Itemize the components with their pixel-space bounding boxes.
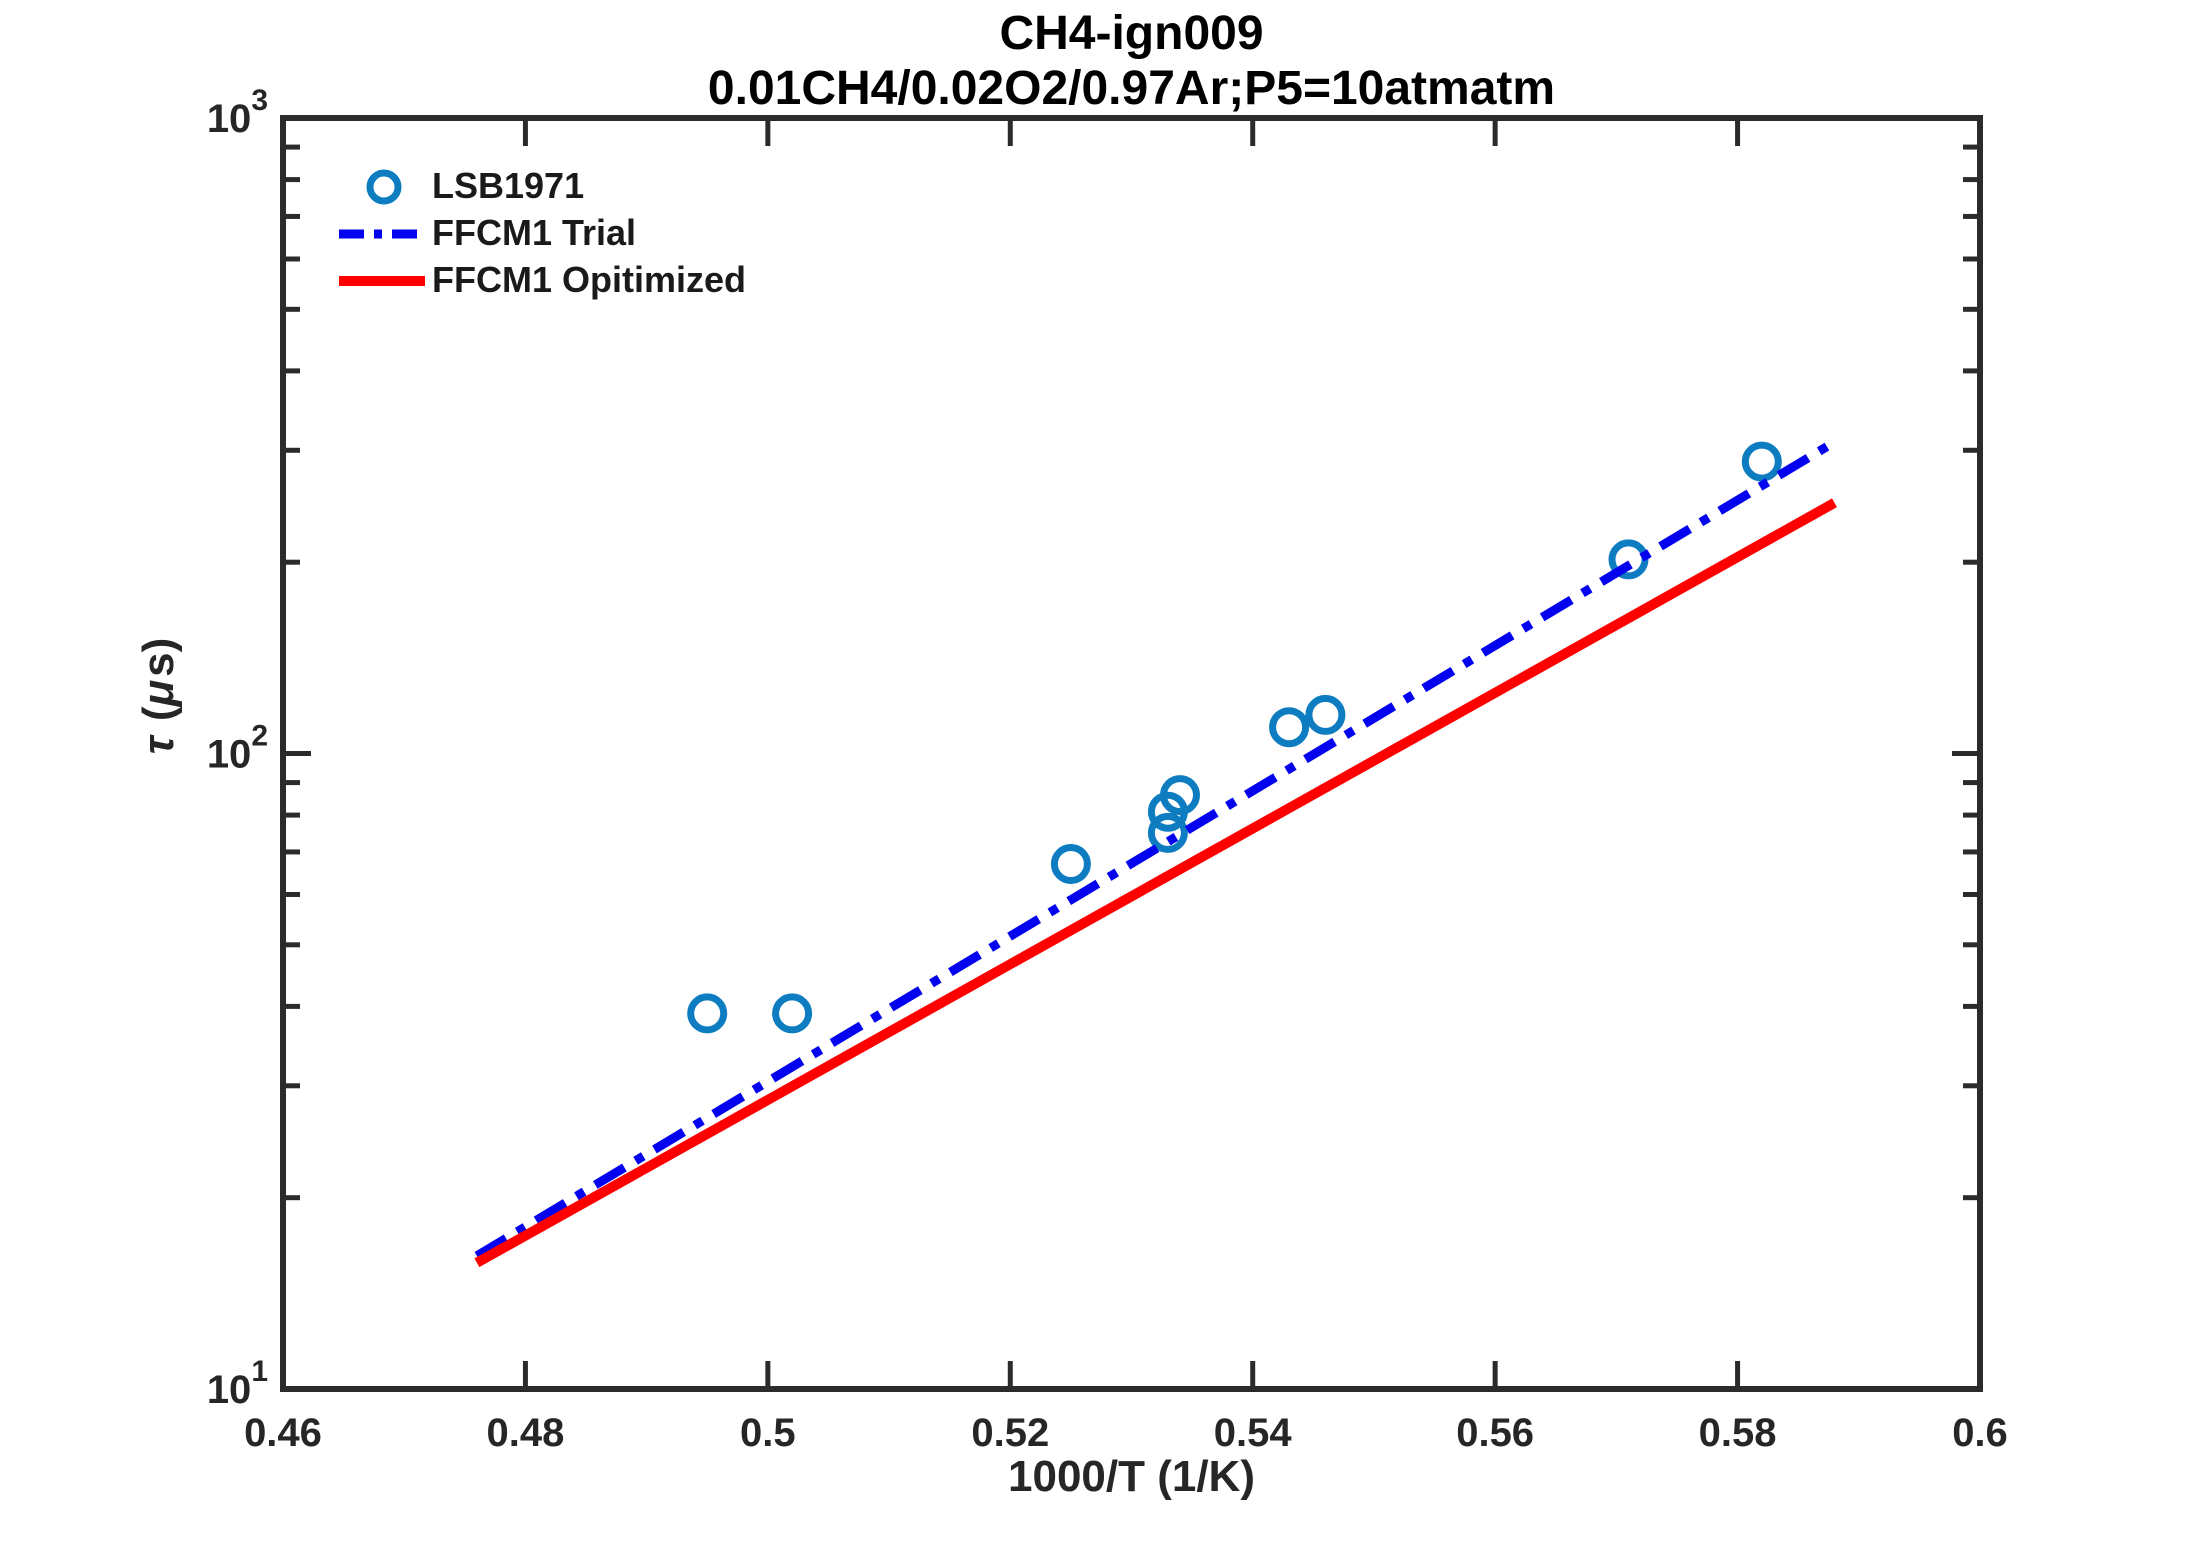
svg-text:0.52: 0.52 [971, 1411, 1049, 1455]
legend-item-ffcm1-opitimized: FFCM1 Opitimized [337, 256, 746, 303]
svg-text:102: 102 [207, 720, 268, 777]
svg-text:0.56: 0.56 [1456, 1411, 1534, 1455]
x-axis-label: 1000/T (1/K) [1008, 1452, 1255, 1501]
legend-label: LSB1971 [432, 164, 585, 206]
legend-label: FFCM1 Opitimized [432, 258, 746, 300]
legend-item-lsb1971: LSB1971 [337, 162, 746, 209]
svg-text:0.46: 0.46 [244, 1411, 322, 1455]
svg-text:103: 103 [207, 84, 268, 141]
svg-text:0.6: 0.6 [1952, 1411, 2008, 1455]
chart-header: CH4-ign009 0.01CH4/0.02O2/0.97Ar;P5=10at… [283, 6, 1980, 116]
svg-text:0.58: 0.58 [1699, 1411, 1777, 1455]
dash-dot-line-icon [337, 210, 432, 256]
chart-subtitle: 0.01CH4/0.02O2/0.97Ar;P5=10atmatm [707, 62, 1556, 115]
y-axis-label: τ (μs) [134, 637, 183, 755]
svg-text:0.54: 0.54 [1214, 1411, 1293, 1455]
solid-line-icon [337, 257, 432, 303]
svg-text:0.5: 0.5 [740, 1411, 796, 1455]
svg-text:101: 101 [207, 1355, 268, 1412]
chart-title: CH4-ign009 [999, 7, 1264, 60]
legend-item-ffcm1-trial: FFCM1 Trial [337, 209, 746, 256]
open-circle-marker-icon [337, 163, 432, 209]
legend: LSB1971 FFCM1 Trial FFCM1 Opitimized [337, 162, 746, 303]
svg-text:0.48: 0.48 [486, 1411, 564, 1455]
legend-label: FFCM1 Trial [432, 211, 637, 253]
